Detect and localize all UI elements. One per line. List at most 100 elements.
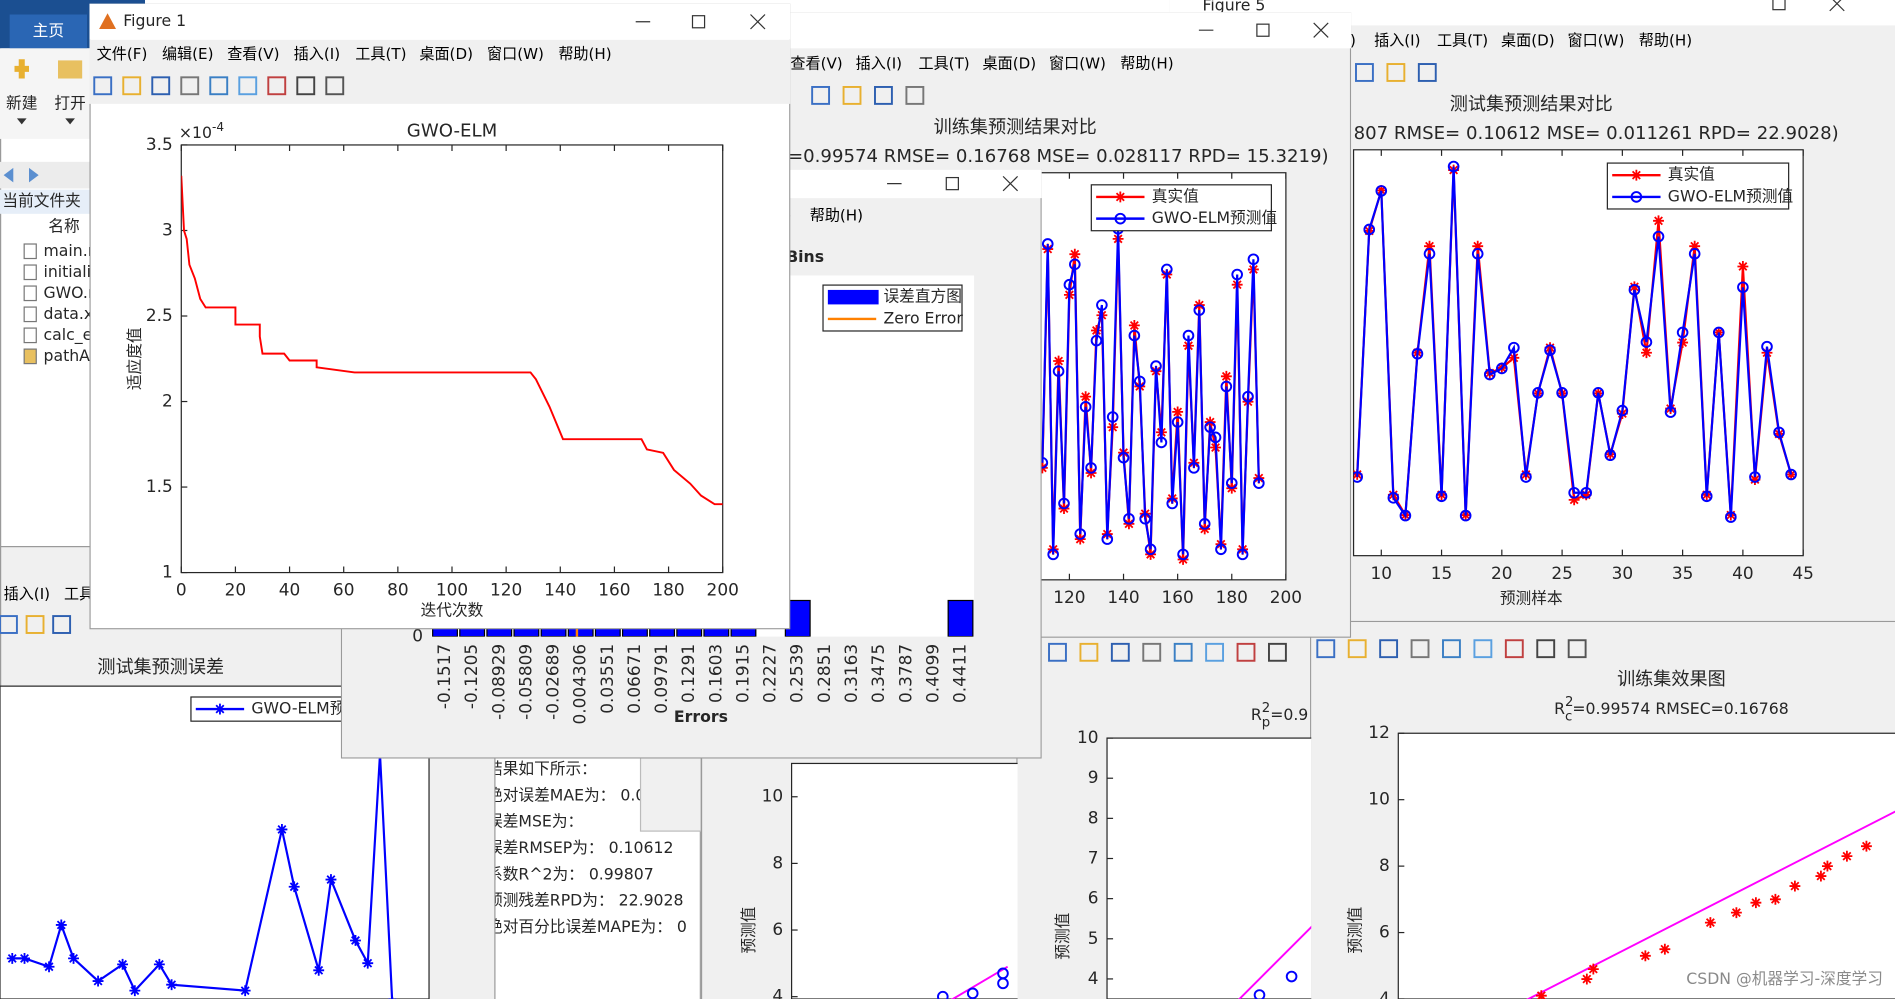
marker <box>1133 375 1146 388</box>
toolbar-button[interactable] <box>122 76 142 96</box>
marker <box>1053 355 1065 367</box>
marker <box>1363 223 1376 236</box>
file-name[interactable]: main.r <box>44 241 95 260</box>
menu-item[interactable]: 窗口(W) <box>487 45 544 63</box>
file-name[interactable]: pathA <box>44 346 91 365</box>
file-name[interactable]: calc_e <box>44 325 93 345</box>
menu-item[interactable]: 工具(T) <box>918 55 969 73</box>
marker <box>1236 548 1249 561</box>
toolbar-button[interactable] <box>842 86 862 105</box>
close-button[interactable] <box>1313 22 1329 38</box>
toolbar-button[interactable] <box>151 76 171 96</box>
toolbar-button[interactable] <box>1410 639 1430 659</box>
toolbar-button[interactable] <box>209 76 229 96</box>
toolbar-button[interactable] <box>811 86 831 105</box>
menu-item[interactable]: 帮助(H) <box>810 207 863 225</box>
marker <box>55 919 67 931</box>
toolbar-button[interactable] <box>1079 642 1099 662</box>
x-tick-label: 40 <box>279 580 301 600</box>
toolbar-button[interactable] <box>238 76 258 96</box>
maximize-button[interactable] <box>1256 23 1270 37</box>
toolbar-button[interactable] <box>93 76 113 96</box>
toolbar-button[interactable] <box>0 615 18 634</box>
marker <box>1144 543 1157 556</box>
menu-item[interactable]: 工具 <box>64 585 94 603</box>
toolbar-button[interactable] <box>1110 642 1130 662</box>
marker <box>1069 258 1081 271</box>
toolbar-button[interactable] <box>1205 642 1225 662</box>
menu-item[interactable]: ) <box>1350 32 1356 50</box>
menu-item[interactable]: 桌面(D) <box>1501 32 1555 50</box>
menu-item[interactable]: 文件(F) <box>97 45 148 63</box>
maximize-button[interactable] <box>691 15 706 29</box>
menu-item[interactable]: 桌面(D) <box>983 55 1037 73</box>
x-axis-label: 预测样本 <box>1500 589 1563 608</box>
close-button[interactable] <box>1002 175 1019 192</box>
toolbar-button[interactable] <box>1567 639 1587 659</box>
toolbar-button[interactable] <box>1536 639 1556 659</box>
toolbar-button[interactable] <box>874 86 893 105</box>
toolbar-button[interactable] <box>325 76 345 96</box>
menu-item[interactable]: 窗口(W) <box>1049 55 1106 73</box>
toolbar-button[interactable] <box>1236 642 1256 662</box>
y-tick-label: 3 <box>162 219 173 239</box>
menu-item[interactable]: 桌面(D) <box>419 45 473 63</box>
overlay-panel <box>639 754 701 832</box>
marker <box>1225 477 1238 489</box>
app-icon <box>99 13 117 29</box>
file-name[interactable]: data.x <box>44 304 94 323</box>
ribbon-button[interactable]: 打开 <box>54 93 85 112</box>
toolbar-button[interactable] <box>180 76 200 96</box>
toolbar-button[interactable] <box>905 86 925 105</box>
marker <box>1198 518 1211 530</box>
toolbar-button[interactable] <box>25 615 45 634</box>
toolbar-button[interactable] <box>1355 63 1374 82</box>
menu-item[interactable]: 帮助(H) <box>1639 32 1692 50</box>
marker <box>313 964 325 976</box>
toolbar-button[interactable] <box>52 615 72 634</box>
toolbar-button[interactable] <box>1173 642 1193 662</box>
toolbar-button[interactable] <box>296 76 316 96</box>
ribbon-button[interactable]: 新建 <box>6 93 38 112</box>
series-line <box>1238 925 1312 999</box>
menu-item[interactable]: 插入(I) <box>4 585 50 603</box>
file-name[interactable]: initiali <box>44 262 92 281</box>
toolbar-button[interactable] <box>1473 639 1493 659</box>
toolbar-button[interactable] <box>267 76 287 96</box>
maximize-button[interactable] <box>945 176 959 191</box>
menu-item[interactable]: 窗口(W) <box>1567 32 1624 50</box>
toolbar-button[interactable] <box>1417 63 1437 82</box>
menu-item[interactable]: 帮助(H) <box>1120 55 1173 73</box>
toolbar-button[interactable] <box>1142 642 1162 662</box>
toolbar-button[interactable] <box>1386 63 1406 82</box>
menu-item[interactable]: 工具(T) <box>355 45 406 63</box>
x-axis-label: Errors <box>674 707 728 726</box>
menu-item[interactable]: 帮助(H) <box>558 45 611 63</box>
menu-item[interactable]: 工具(T) <box>1437 32 1488 50</box>
marker <box>1117 451 1130 464</box>
file-name[interactable]: GWO.r <box>44 283 95 302</box>
menu-item[interactable]: 插入(I) <box>856 55 902 73</box>
menu-item[interactable]: 编辑(E) <box>162 45 214 63</box>
exponent-base: ×10 <box>179 122 212 141</box>
toolbar-button[interactable] <box>1316 639 1336 659</box>
menu-item[interactable]: 插入(I) <box>1374 32 1420 50</box>
toolbar-button[interactable] <box>1268 642 1287 662</box>
toolbar-button[interactable] <box>1442 639 1461 659</box>
toolbar-button[interactable] <box>1379 639 1399 659</box>
toolbar-button[interactable] <box>1504 639 1524 659</box>
y-tick-label: 9 <box>1088 767 1099 787</box>
dropdown <box>16 118 27 125</box>
toolbar-button[interactable] <box>1347 639 1367 659</box>
menu-item[interactable]: 查看(V) <box>790 55 842 73</box>
marker <box>1172 406 1184 418</box>
x-tick-label: 0.4099 <box>922 644 942 703</box>
home-tab[interactable] <box>9 14 88 49</box>
close-button[interactable] <box>1829 0 1845 12</box>
marker <box>1041 238 1054 250</box>
menu-item[interactable]: 插入(I) <box>294 45 340 63</box>
maximize-button[interactable] <box>1772 0 1786 11</box>
close-button[interactable] <box>750 14 766 30</box>
toolbar-button[interactable] <box>1048 642 1067 662</box>
menu-item[interactable]: 查看(V) <box>227 45 279 63</box>
